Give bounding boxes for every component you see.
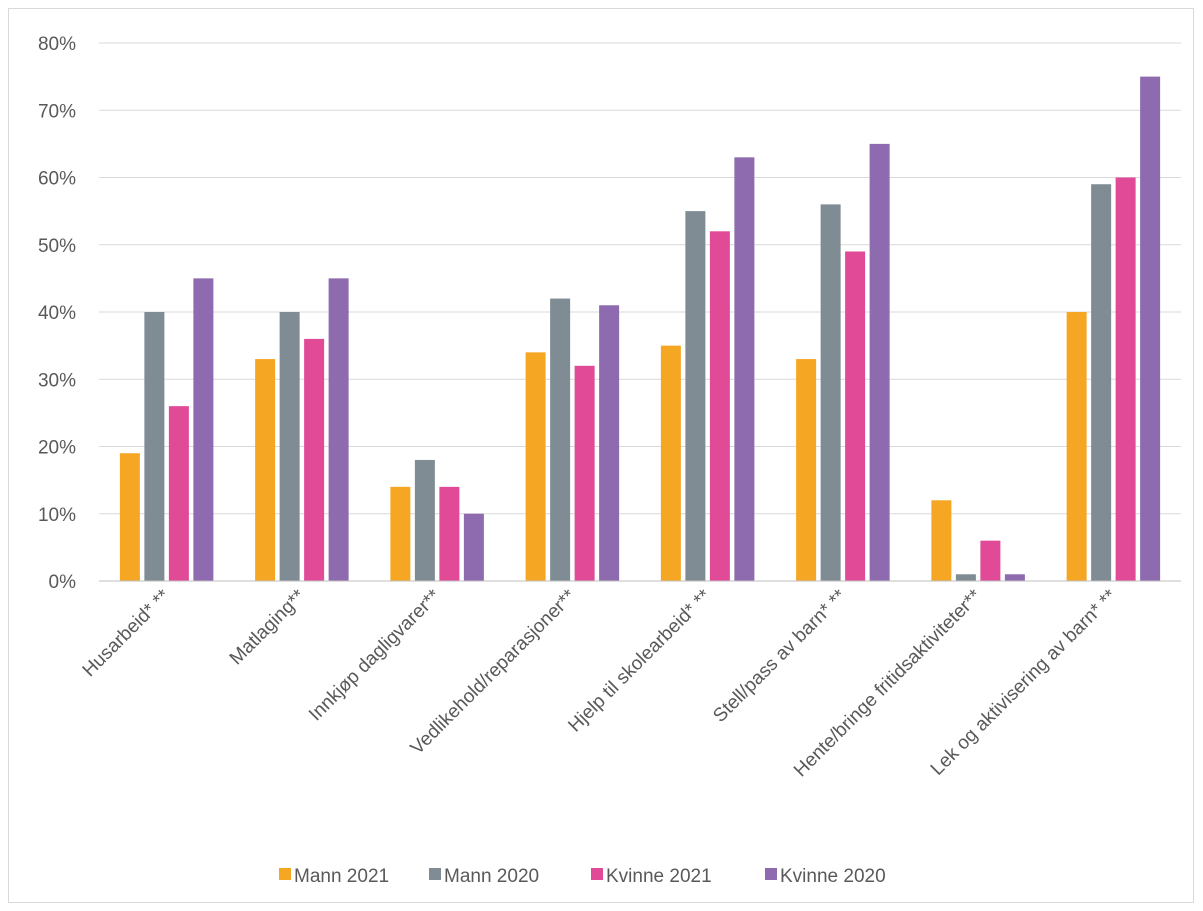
y-tick-label: 60% [38,169,76,190]
bar-mann-2021 [119,453,140,581]
category-label: Husarbeid* ** [79,585,175,681]
y-tick-label: 70% [38,101,76,122]
bar-mann-2020 [1091,184,1112,581]
y-tick-label: 30% [38,370,76,391]
category-label: Matlaging** [226,585,310,669]
gridlines [99,42,1181,515]
bar-mann-2021 [931,500,952,581]
bar-kvinne-2021 [168,406,189,581]
legend-label: Mann 2020 [444,866,539,887]
y-tick-label: 0% [49,572,77,593]
bar-kvinne-2021 [304,338,325,581]
y-axis-tick-labels: 0% 10% 20% 30% 40% 50% 60% 70% 80% [38,34,76,593]
legend-label: Kvinne 2021 [606,866,712,887]
bar-mann-2021 [660,345,681,581]
bar-kvinne-2021 [439,486,460,581]
bar-kvinne-2021 [845,251,866,581]
bar-kvinne-2021 [709,231,730,582]
bar-mann-2020 [550,298,571,581]
legend: Mann 2021 Mann 2020 Kvinne 2021 Kvinne 2020 [279,866,886,887]
bar-mann-2020 [279,312,300,581]
bar-kvinne-2020 [1004,574,1025,581]
legend-label: Mann 2021 [294,866,389,887]
bar-kvinne-2020 [599,305,620,581]
category-label: Stell/pass av barn* ** [709,585,850,726]
bar-mann-2020 [685,211,706,581]
category-labels: Husarbeid* ** Matlaging**Innkjøp dagligva… [79,585,1122,781]
bar-mann-2021 [1066,312,1087,581]
legend-label: Kvinne 2020 [780,866,886,887]
bar-mann-2021 [525,352,546,581]
bar-kvinne-2020 [869,143,890,581]
y-tick-label: 40% [38,303,76,324]
bar-kvinne-2020 [1140,76,1161,581]
bars [119,76,1161,582]
bar-mann-2021 [796,359,817,581]
legend-swatch [591,868,603,880]
bar-kvinne-2021 [980,540,1001,581]
legend-swatch [765,868,777,880]
bar-kvinne-2020 [193,278,214,581]
bar-kvinne-2021 [1115,177,1136,581]
bar-kvinne-2020 [328,278,349,581]
y-tick-label: 20% [38,438,76,459]
category-label: Hjelp til skolearbeid* ** [564,585,715,736]
bar-mann-2020 [955,574,976,581]
bar-mann-2020 [144,312,165,581]
bar-chart: 0% 10% 20% 30% 40% 50% 60% 70% 80% Husarbeid* **… [38,34,1181,887]
bar-mann-2020 [820,204,841,581]
legend-swatch [429,868,441,880]
legend-swatch [279,868,291,880]
bar-mann-2021 [255,359,276,581]
bar-mann-2020 [414,459,435,581]
y-tick-label: 50% [38,236,76,257]
bar-kvinne-2020 [734,157,755,581]
bar-kvinne-2020 [463,513,484,581]
bar-kvinne-2021 [574,365,595,581]
chart-frame: 0% 10% 20% 30% 40% 50% 60% 70% 80% Husarbeid* **… [8,8,1194,903]
y-tick-label: 80% [38,34,76,55]
bar-mann-2021 [390,486,411,581]
y-tick-label: 10% [38,505,76,526]
category-label: Innkjøp dagligvarer** [305,585,445,725]
